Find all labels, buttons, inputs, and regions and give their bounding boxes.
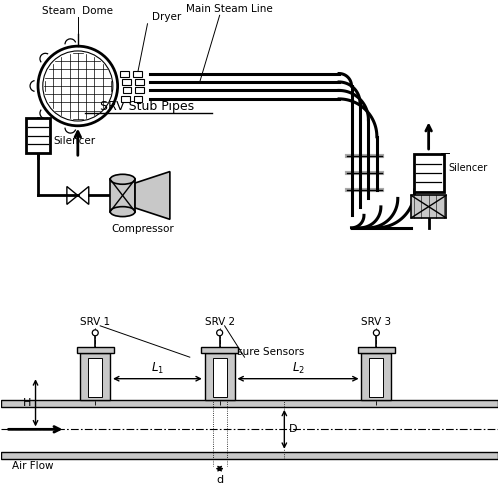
Bar [369,358,383,398]
Bar [205,352,235,400]
Bar [76,346,114,352]
Circle shape [92,330,98,336]
Bar [201,346,239,352]
Text: Main Steam Line: Main Steam Line [186,4,273,14]
Bar [414,154,444,192]
Bar [411,196,446,218]
Bar [0,452,499,458]
Bar [123,88,131,94]
Text: SRV 2: SRV 2 [205,317,235,327]
Text: SRV 3: SRV 3 [361,317,391,327]
Ellipse shape [110,206,135,216]
Bar [358,346,395,352]
Bar [213,358,227,398]
Text: Air Flow: Air Flow [12,461,54,471]
Bar [88,358,102,398]
Text: H: H [22,398,31,408]
Bar [361,352,391,400]
Bar [120,70,129,76]
Bar [135,88,144,94]
Bar [122,79,131,85]
Bar [135,79,144,85]
Bar [133,70,142,76]
Text: SRV Stub Pipes: SRV Stub Pipes [100,100,195,114]
Circle shape [38,46,118,126]
Ellipse shape [110,174,135,184]
Text: Compressor: Compressor [111,224,174,234]
Text: Silencer: Silencer [53,136,95,145]
Bar [110,180,135,212]
Text: Steam  Dome: Steam Dome [42,6,113,16]
Text: d: d [216,474,223,484]
Bar [121,96,130,102]
Polygon shape [135,172,170,220]
Bar [25,118,50,153]
Text: $L_1$: $L_1$ [151,360,164,376]
Text: Dryer: Dryer [153,12,182,22]
Text: Pressure Sensors: Pressure Sensors [215,347,304,357]
Circle shape [217,330,223,336]
Text: SRV 1: SRV 1 [80,317,110,327]
Text: $L_2$: $L_2$ [291,360,304,376]
Circle shape [373,330,379,336]
Bar [134,96,142,102]
Bar [0,400,499,407]
Bar [80,352,110,400]
Text: D: D [289,424,298,434]
Text: Silencer: Silencer [449,163,488,173]
